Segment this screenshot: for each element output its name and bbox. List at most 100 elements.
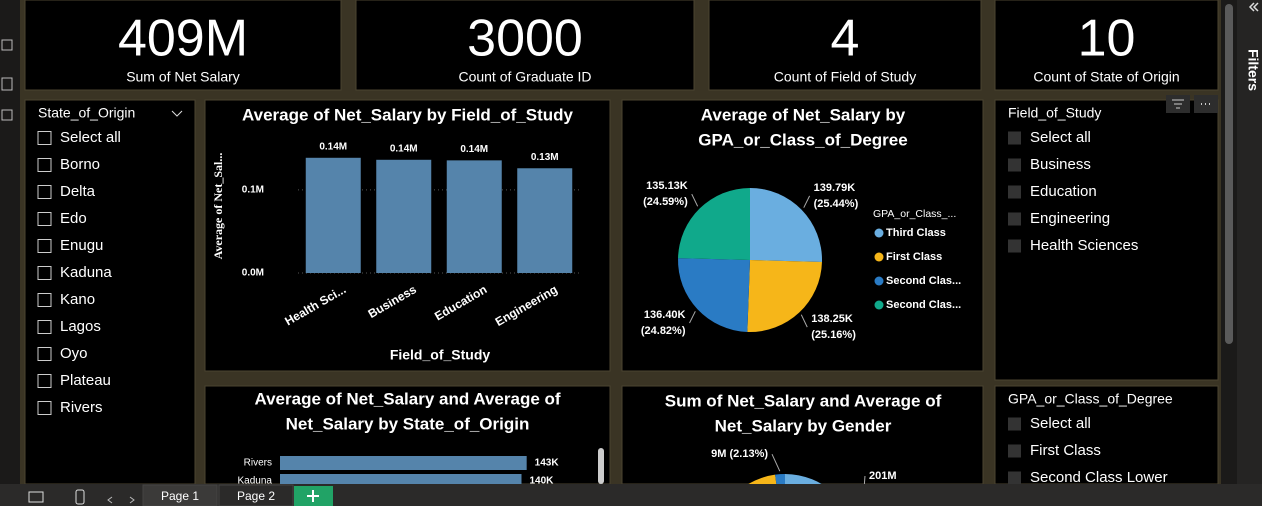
card-label: Sum of Net Salary: [126, 69, 240, 85]
data-label: 0.14M: [319, 141, 347, 152]
slicer-item[interactable]: Delta: [60, 183, 96, 200]
rail-icon[interactable]: [1, 39, 13, 51]
slicer-item[interactable]: First Class: [1030, 442, 1101, 459]
slicer[interactable]: [994, 385, 1219, 485]
bar[interactable]: [446, 160, 502, 273]
slicer-item[interactable]: Business: [1030, 156, 1091, 173]
checkbox[interactable]: [37, 185, 52, 199]
checkbox[interactable]: [37, 266, 52, 280]
slicer-item[interactable]: Kano: [60, 291, 95, 308]
dropdown-icon[interactable]: [171, 110, 183, 117]
legend-swatch[interactable]: [874, 252, 884, 262]
checkbox[interactable]: [37, 374, 52, 388]
data-label: 136.40K: [644, 309, 686, 321]
page-tab[interactable]: [142, 484, 218, 506]
slicer-item[interactable]: Engineering: [1030, 210, 1110, 227]
slicer-item[interactable]: Plateau: [60, 372, 111, 389]
collapse-icon[interactable]: [1248, 2, 1259, 12]
chart-title: GPA_or_Class_of_Degree: [698, 130, 907, 149]
slicer-item[interactable]: Second Class Lower: [1030, 469, 1168, 486]
checkbox[interactable]: [37, 239, 52, 253]
card-label: Count of Field of Study: [774, 69, 916, 85]
chart-title: Average of Net_Salary by Field_of_Study: [242, 105, 574, 124]
checkbox[interactable]: [37, 293, 52, 307]
checkbox[interactable]: [1008, 185, 1021, 199]
add-icon: [307, 490, 319, 502]
legend-entry[interactable]: Third Class: [886, 227, 946, 239]
checkbox[interactable]: [1008, 158, 1021, 172]
page-tab-label[interactable]: Page 1: [161, 489, 199, 503]
slicer-item[interactable]: Select all: [1030, 415, 1091, 432]
pie-slice[interactable]: [775, 474, 785, 506]
mobile-icon[interactable]: [75, 489, 85, 505]
checkbox[interactable]: [1008, 131, 1021, 145]
pie-slice[interactable]: [785, 474, 857, 506]
rail-icon[interactable]: [1, 77, 13, 91]
pie-slice[interactable]: [747, 260, 822, 332]
card[interactable]: [994, 0, 1219, 91]
leader-line: [689, 311, 696, 324]
slicer[interactable]: [994, 99, 1219, 381]
checkbox[interactable]: [1008, 417, 1021, 431]
bar[interactable]: [517, 168, 573, 273]
checkbox[interactable]: [37, 212, 52, 226]
legend-entry[interactable]: First Class: [886, 251, 942, 263]
checkbox[interactable]: [37, 131, 52, 145]
pie-slice[interactable]: [713, 474, 789, 506]
checkbox[interactable]: [37, 347, 52, 361]
checkbox[interactable]: [37, 320, 52, 334]
card[interactable]: [708, 0, 982, 91]
page-tab[interactable]: [218, 484, 294, 506]
checkbox[interactable]: [1008, 444, 1021, 458]
data-label: (25.44%): [814, 198, 859, 210]
checkbox[interactable]: [1008, 239, 1021, 253]
legend-swatch[interactable]: [874, 228, 884, 238]
slicer-item[interactable]: Health Sciences: [1030, 237, 1138, 254]
x-axis-label: Field_of_Study: [390, 347, 491, 363]
checkbox[interactable]: [1008, 471, 1021, 485]
filters-label[interactable]: Filters: [1245, 49, 1261, 91]
legend-entry[interactable]: Second Clas...: [886, 299, 961, 311]
bar[interactable]: [305, 157, 361, 273]
slicer-item[interactable]: Education: [1030, 183, 1097, 200]
bar[interactable]: [280, 456, 527, 470]
chart-title: Net_Salary by Gender: [715, 416, 892, 435]
filters-pane[interactable]: [1237, 0, 1262, 484]
card[interactable]: [355, 0, 695, 91]
slicer-item[interactable]: Kaduna: [60, 264, 112, 281]
page-nav[interactable]: [107, 496, 135, 504]
pie: [713, 474, 857, 506]
card-value: 10: [1078, 10, 1136, 68]
scrollbar-thumb[interactable]: [1225, 4, 1233, 344]
page-tabs: Page 1 Page 2: [142, 484, 294, 506]
legend-swatch[interactable]: [874, 300, 884, 310]
legend-swatch[interactable]: [874, 276, 884, 286]
checkbox[interactable]: [37, 401, 52, 415]
pie-slice[interactable]: [678, 188, 750, 260]
slicer-item[interactable]: Rivers: [60, 399, 103, 416]
page-tab-label[interactable]: Page 2: [237, 489, 275, 503]
bar[interactable]: [376, 159, 432, 273]
data-label: 0.13M: [531, 152, 559, 163]
slicer[interactable]: [24, 99, 196, 485]
checkbox[interactable]: [1008, 212, 1021, 226]
data-label: 138.25K: [811, 313, 853, 325]
slicer-item[interactable]: Edo: [60, 210, 87, 227]
scrollbar[interactable]: [598, 448, 604, 484]
slicer-item[interactable]: Select all: [1030, 129, 1091, 146]
chart-panel[interactable]: [621, 385, 984, 485]
slicer-item[interactable]: Oyo: [60, 345, 88, 362]
pie-slice[interactable]: [750, 188, 822, 262]
checkbox[interactable]: [37, 158, 52, 172]
legend-entry[interactable]: Second Clas...: [886, 275, 961, 287]
slicer-item[interactable]: Enugu: [60, 237, 103, 254]
rail-icon[interactable]: [1, 109, 13, 121]
desktop-icon[interactable]: [28, 491, 44, 503]
slicer-item[interactable]: Borno: [60, 156, 100, 173]
card[interactable]: [24, 0, 342, 91]
slicer-item[interactable]: Lagos: [60, 318, 101, 335]
slicer-item[interactable]: Select all: [60, 129, 121, 146]
pie-slice[interactable]: [678, 258, 750, 332]
data-label: (25.16%): [811, 329, 856, 341]
